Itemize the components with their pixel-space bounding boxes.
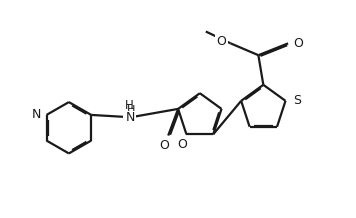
- Text: N: N: [126, 111, 136, 124]
- Text: O: O: [159, 139, 169, 152]
- Text: O: O: [217, 35, 227, 48]
- Text: O: O: [293, 37, 303, 50]
- Text: O: O: [178, 138, 187, 151]
- Text: H: H: [127, 105, 135, 115]
- Text: S: S: [293, 94, 302, 107]
- Text: H
N: H N: [125, 99, 133, 127]
- Text: N: N: [32, 108, 41, 121]
